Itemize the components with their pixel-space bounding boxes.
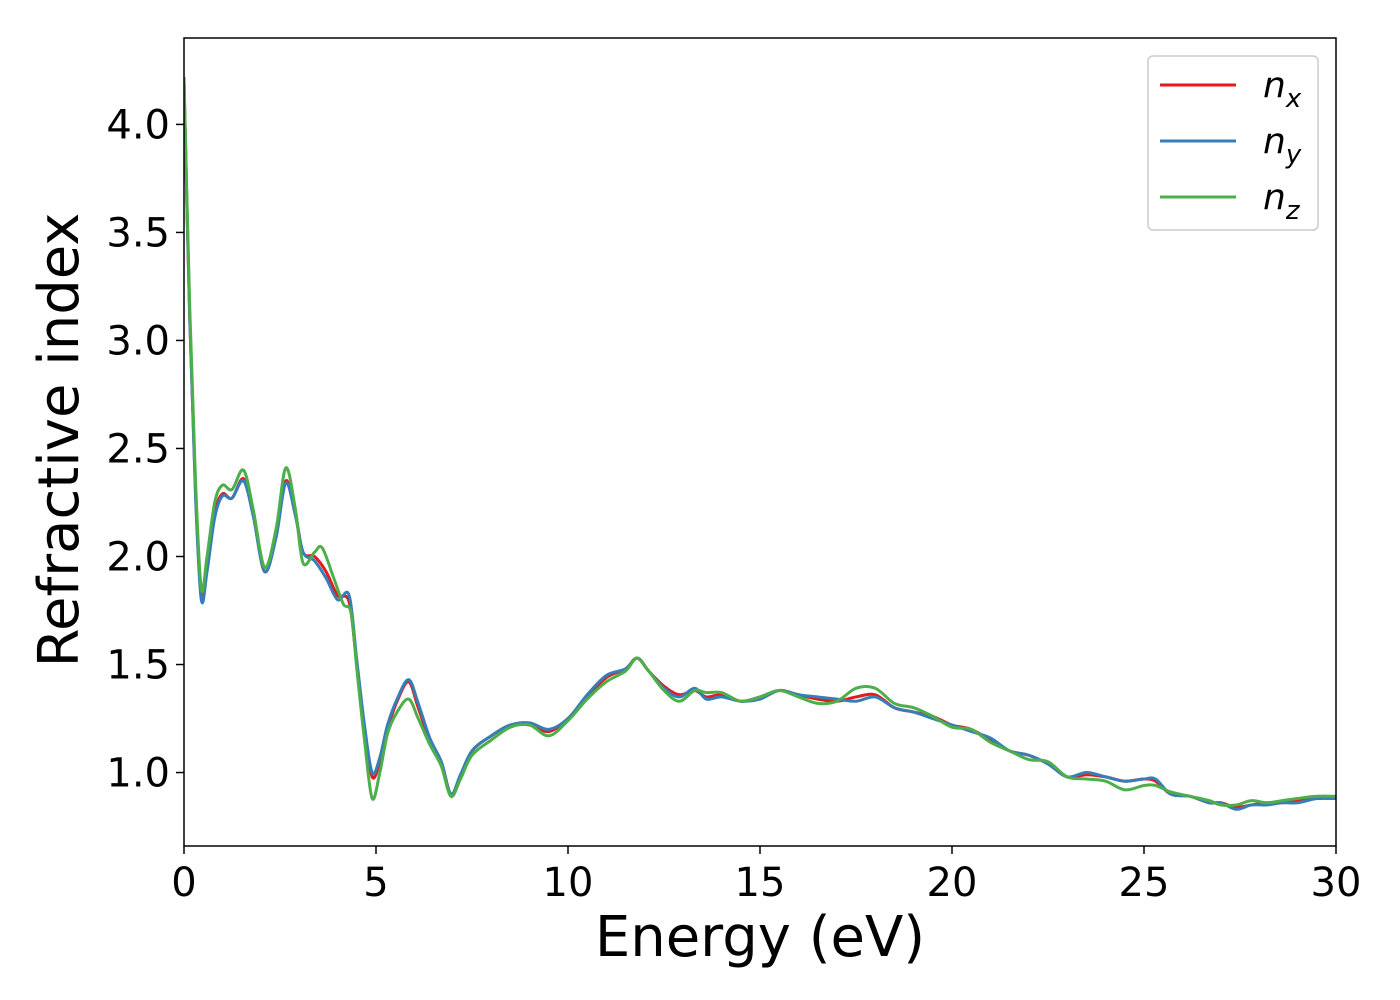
- y-tick-label: 1.5: [106, 643, 170, 689]
- x-tick-label: 10: [543, 860, 594, 906]
- series-layer: [184, 76, 1336, 811]
- x-tick-label: 25: [1119, 860, 1170, 906]
- series-line-nz: [184, 76, 1336, 807]
- x-tick-label: 5: [363, 860, 388, 906]
- series-line-ny: [184, 81, 1336, 811]
- legend-label-ny: ny: [1263, 121, 1302, 170]
- x-tick-label: 30: [1311, 860, 1362, 906]
- x-axis-title: Energy (eV): [595, 905, 925, 970]
- x-tick-label: 0: [171, 860, 196, 906]
- y-tick-label: 3.0: [106, 318, 170, 364]
- y-axis-ticks: 1.0 1.5 2.0 2.5 3.0 3.5 4.0: [106, 102, 184, 797]
- legend-label-nz: nz: [1263, 177, 1301, 226]
- y-axis-title: Refractive index: [27, 213, 92, 668]
- y-tick-label: 4.0: [106, 102, 170, 148]
- legend-box: [1147, 55, 1319, 231]
- y-tick-label: 3.5: [106, 210, 170, 256]
- y-tick-label: 2.5: [106, 426, 170, 472]
- x-tick-label: 20: [927, 860, 978, 906]
- legend: nx ny nz: [1147, 55, 1319, 231]
- y-tick-label: 2.0: [106, 535, 170, 581]
- y-tick-label: 1.0: [106, 751, 170, 797]
- legend-label-nx: nx: [1263, 65, 1302, 114]
- x-axis-ticks: 0 5 10 15 20 25 30: [171, 846, 1361, 906]
- x-tick-label: 15: [735, 860, 786, 906]
